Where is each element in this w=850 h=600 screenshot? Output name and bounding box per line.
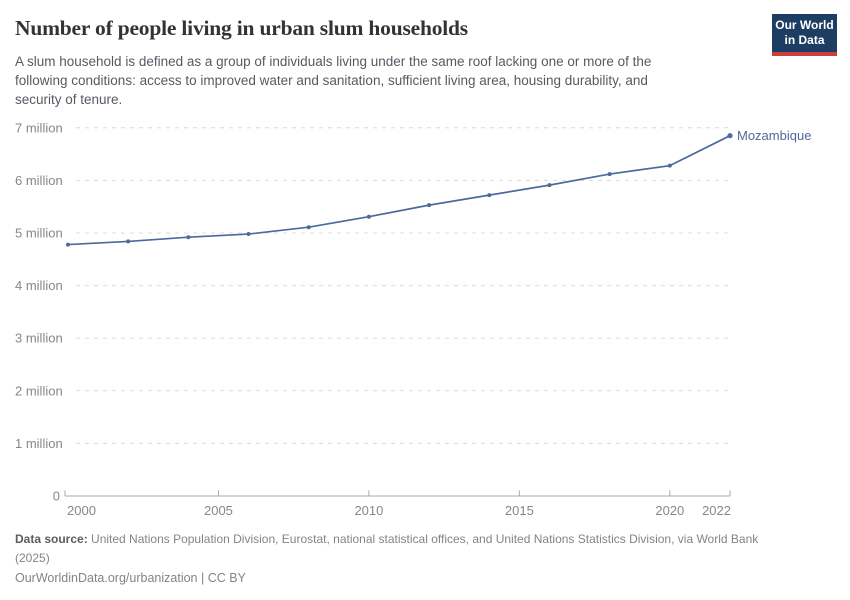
- data-point: [246, 232, 251, 237]
- y-axis-tick-label: 4 million: [15, 278, 63, 293]
- owid-url-link[interactable]: OurWorldinData.org/urbanization | CC BY: [15, 571, 246, 585]
- chart-footer: Data source: United Nations Population D…: [15, 530, 847, 587]
- data-point: [306, 225, 311, 230]
- line-chart: 0 1 million 2 million 3 million 4 million 5 m…: [15, 120, 811, 518]
- y-axis-tick-label: 3 million: [15, 331, 63, 346]
- data-point: [126, 239, 131, 244]
- page-title: Number of people living in urban slum ho…: [15, 16, 468, 40]
- y-axis-tick-label: 0: [53, 489, 60, 504]
- series-end-label: Mozambique: [737, 128, 811, 143]
- data-point: [607, 172, 612, 177]
- owid-logo-line2: in Data: [784, 33, 825, 47]
- data-point: [427, 203, 432, 208]
- y-axis-tick-label: 5 million: [15, 226, 63, 241]
- y-axis-tick-label: 1 million: [15, 436, 63, 451]
- x-axis-tick-label: 2020: [655, 503, 684, 518]
- series-line: [67, 134, 731, 246]
- chart-subtitle: A slum household is defined as a group o…: [15, 54, 652, 107]
- x-axis-tick-label: 2010: [354, 503, 383, 518]
- data-point: [547, 183, 552, 188]
- x-axis-tick-label: 2005: [204, 503, 233, 518]
- data-source-note: Data source: United Nations Population D…: [15, 530, 847, 567]
- owid-logo: Our World in Data: [772, 14, 837, 56]
- data-point: [366, 214, 371, 219]
- data-point: [487, 193, 492, 198]
- data-source-label: Data source:: [15, 532, 88, 546]
- data-point: [667, 163, 672, 168]
- data-point: [727, 133, 733, 139]
- x-axis-tick-label: 2022: [702, 503, 731, 518]
- data-point: [66, 242, 70, 247]
- x-axis-tick-label: 2000: [67, 503, 96, 518]
- owid-logo-line1: Our World: [775, 18, 834, 32]
- data-source-text: United Nations Population Division, Euro…: [15, 532, 759, 565]
- x-axis-tick-label: 2015: [505, 503, 534, 518]
- y-axis-tick-label: 7 million: [15, 120, 63, 135]
- data-point: [186, 235, 191, 240]
- y-axis-tick-label: 2 million: [15, 383, 63, 398]
- y-axis-tick-label: 6 million: [15, 173, 63, 188]
